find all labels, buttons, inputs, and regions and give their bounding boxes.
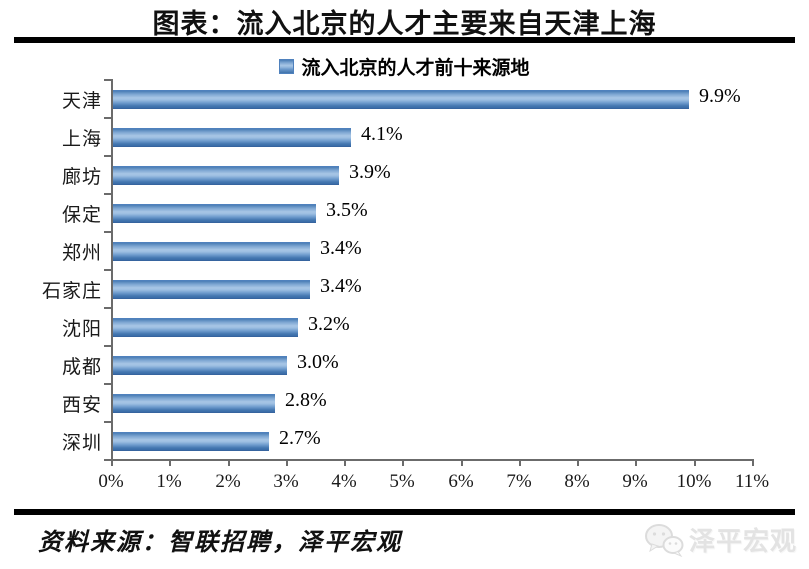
- bar: [112, 355, 287, 375]
- category-label: 沈阳: [61, 319, 102, 340]
- x-tick-label: 1%: [156, 471, 182, 492]
- bar: [112, 317, 298, 337]
- y-axis-tick: [104, 269, 111, 271]
- category-label: 上海: [61, 129, 102, 150]
- x-tick-label: 10%: [676, 471, 712, 492]
- bar-value-label: 2.8%: [285, 389, 327, 411]
- category-label: 西安: [61, 395, 102, 416]
- y-axis-tick: [104, 193, 111, 195]
- category-label: 成都: [61, 357, 102, 378]
- bar-value-label: 3.9%: [349, 161, 391, 183]
- x-tick-label: 9%: [622, 471, 648, 492]
- x-axis-line: [111, 459, 754, 461]
- x-tick-label: 11%: [734, 471, 770, 492]
- y-axis-tick: [104, 459, 111, 461]
- bar-value-label: 3.5%: [326, 199, 368, 221]
- bar-value-label: 3.4%: [320, 275, 362, 297]
- legend-marker-icon: [279, 59, 295, 74]
- bottom-divider: [14, 509, 795, 515]
- bar: [112, 431, 269, 451]
- bar: [112, 203, 316, 223]
- x-tick-label: 2%: [215, 471, 241, 492]
- bar: [112, 241, 310, 261]
- plot-area: 天津 9.9% 上海 4.1% 廊坊 3.9% 保定 3.5% 郑州 3.4% 石家庄 3.4% 沈阳 3…: [0, 79, 809, 509]
- x-axis-tick: [344, 459, 346, 466]
- wechat-icon: [644, 523, 684, 557]
- legend-label: 流入北京的人才前十来源地: [301, 58, 530, 79]
- page-title: 图表：流入北京的人才主要来自天津上海: [152, 9, 657, 39]
- x-axis-tick: [519, 459, 521, 466]
- x-tick-label: 0%: [98, 471, 124, 492]
- x-axis-tick: [577, 459, 579, 466]
- category-label: 天津: [61, 91, 102, 112]
- category-label: 郑州: [61, 243, 102, 264]
- x-tick-label: 3%: [273, 471, 299, 492]
- y-axis-tick: [104, 79, 111, 81]
- x-axis-tick: [228, 459, 230, 466]
- chart-legend: 流入北京的人才前十来源地: [0, 53, 809, 80]
- x-axis-tick: [752, 459, 754, 466]
- watermark: 泽平宏观: [644, 521, 797, 558]
- bar-value-label: 3.0%: [297, 351, 339, 373]
- y-axis-tick: [104, 421, 111, 423]
- x-axis-tick: [461, 459, 463, 466]
- bar: [112, 393, 275, 413]
- y-axis-tick: [104, 307, 111, 309]
- top-divider: [14, 37, 795, 43]
- x-tick-label: 4%: [331, 471, 357, 492]
- category-label: 石家庄: [41, 281, 102, 302]
- y-axis-tick: [104, 117, 111, 119]
- y-axis-tick: [104, 155, 111, 157]
- y-axis-tick: [104, 383, 111, 385]
- x-axis-tick: [635, 459, 637, 466]
- x-axis-tick: [169, 459, 171, 466]
- x-axis-tick: [111, 459, 113, 466]
- x-tick-label: 8%: [564, 471, 590, 492]
- watermark-text: 泽平宏观: [688, 526, 797, 556]
- y-axis-tick: [104, 231, 111, 233]
- x-tick-label: 5%: [389, 471, 415, 492]
- y-axis-tick: [104, 345, 111, 347]
- category-label: 保定: [61, 205, 102, 226]
- category-label: 深圳: [61, 433, 102, 454]
- bar-value-label: 2.7%: [279, 427, 321, 449]
- x-axis-tick: [402, 459, 404, 466]
- bar-value-label: 9.9%: [699, 85, 741, 107]
- bar: [112, 165, 339, 185]
- bar-value-label: 3.4%: [320, 237, 362, 259]
- y-axis-line: [111, 79, 113, 461]
- x-tick-label: 7%: [506, 471, 532, 492]
- source-note: 资料来源：智联招聘，泽平宏观: [38, 530, 402, 556]
- category-label: 廊坊: [61, 167, 102, 188]
- x-axis-tick: [286, 459, 288, 466]
- bar-value-label: 4.1%: [361, 123, 403, 145]
- bar: [112, 127, 351, 147]
- bar: [112, 89, 689, 109]
- bar-value-label: 3.2%: [308, 313, 350, 335]
- x-axis-tick: [694, 459, 696, 466]
- x-tick-label: 6%: [448, 471, 474, 492]
- bar: [112, 279, 310, 299]
